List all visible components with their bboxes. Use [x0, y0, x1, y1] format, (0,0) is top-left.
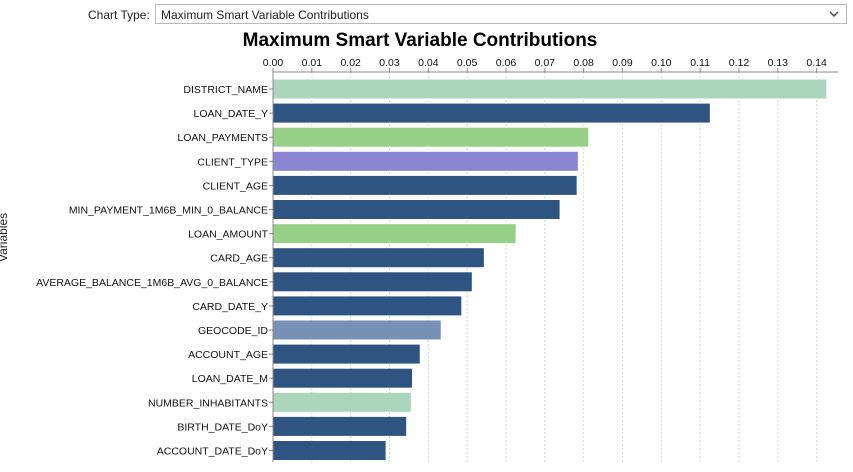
chart-type-label: Chart Type: — [88, 8, 150, 22]
category-label: AVERAGE_BALANCE_1M6B_AVG_0_BALANCE — [36, 277, 268, 289]
y-axis-categories: DISTRICT_NAME LOAN_DATE_Y LOAN_PAYMENTS CLI… — [36, 84, 273, 458]
x-tick-label: 0.07 — [535, 57, 556, 69]
category-label: LOAN_DATE_M — [192, 373, 268, 385]
bar-client-type — [273, 151, 578, 171]
x-tick-label: 0.00 — [263, 57, 284, 69]
category-label: MIN_PAYMENT_1M6B_MIN_0_BALANCE — [69, 205, 268, 217]
category-label: LOAN_DATE_Y — [194, 108, 269, 120]
bar-number-inhabitants — [273, 392, 411, 412]
category-label: CLIENT_TYPE — [197, 156, 268, 168]
category-label: DISTRICT_NAME — [183, 84, 268, 96]
x-tick-label: 0.03 — [379, 57, 400, 69]
x-tick-label: 0.01 — [302, 57, 323, 69]
bar-account-date-doy — [273, 441, 386, 460]
category-label: BIRTH_DATE_DoY — [177, 421, 268, 433]
bar-account-age — [273, 344, 420, 364]
x-tick-label: 0.02 — [340, 57, 361, 69]
bar-min-payment-1m6b-min-0-balance — [273, 200, 560, 219]
chart-title: Maximum Smart Variable Contributions — [242, 30, 598, 51]
x-tick-label: 0.08 — [573, 57, 594, 69]
x-tick-label: 0.12 — [729, 57, 750, 69]
bar-average-balance-1m6b-avg-0-balance — [273, 272, 472, 292]
category-label: LOAN_PAYMENTS — [177, 132, 268, 144]
bar-district-name — [273, 79, 827, 99]
x-tick-label: 0.14 — [806, 57, 827, 69]
chevron-down-icon — [829, 11, 839, 17]
bar-card-age — [273, 248, 484, 268]
bar-loan-date-m — [273, 368, 413, 388]
category-label: CLIENT_AGE — [203, 180, 268, 192]
x-tick-label: 0.10 — [651, 57, 672, 69]
bar-birth-date-doy — [273, 416, 407, 436]
category-label: CARD_DATE_Y — [192, 301, 268, 313]
x-tick-label: 0.13 — [768, 57, 789, 69]
chart-type-selected-value: Maximum Smart Variable Contributions — [161, 8, 369, 22]
category-label: LOAN_AMOUNT — [188, 229, 269, 241]
category-label: GEOCODE_ID — [198, 325, 268, 337]
x-tick-label: 0.06 — [496, 57, 517, 69]
bar-loan-payments — [273, 127, 589, 147]
x-tick-label: 0.11 — [690, 57, 710, 69]
category-label: CARD_AGE — [210, 253, 268, 265]
bar-client-age — [273, 175, 577, 195]
category-label: NUMBER_INHABITANTS — [148, 397, 268, 409]
x-tick-label: 0.09 — [612, 57, 633, 69]
bar-geocode-id — [273, 320, 441, 340]
bar-loan-date-y — [273, 103, 710, 123]
bar-card-date-y — [273, 296, 462, 316]
chart-type-dropdown[interactable]: Maximum Smart Variable Contributions — [155, 4, 847, 24]
bars — [273, 79, 827, 460]
bar-loan-amount — [273, 224, 516, 244]
category-label: ACCOUNT_AGE — [188, 349, 268, 361]
x-axis-ticks: 0.00 0.01 0.02 0.03 0.04 0.05 0.06 0.07 0.08 0.09… — [263, 57, 827, 72]
x-tick-label: 0.05 — [457, 57, 478, 69]
y-axis-title: Variables — [0, 212, 10, 262]
category-label: ACCOUNT_DATE_DoY — [157, 446, 268, 458]
x-tick-label: 0.04 — [418, 57, 439, 69]
